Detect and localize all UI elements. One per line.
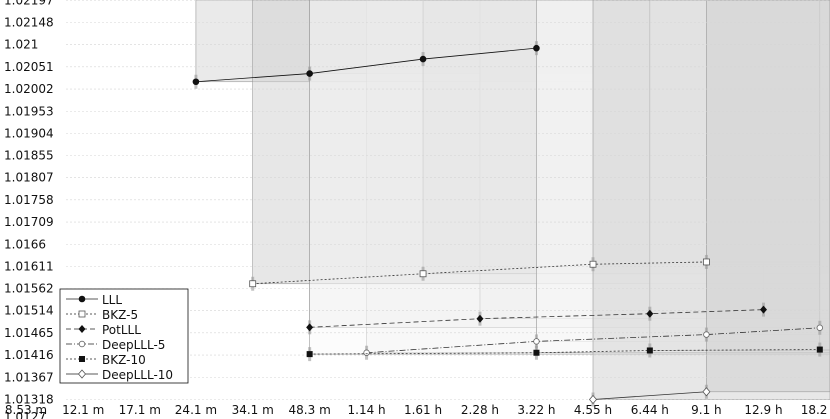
y-tick-label: 1.01807 (4, 171, 54, 185)
data-point (192, 78, 200, 86)
data-point (646, 347, 653, 354)
y-tick-label: 1.021 (4, 38, 38, 52)
series-line (309, 349, 820, 355)
x-tick-label: 1.14 h (348, 403, 386, 417)
x-tick-label: 17.1 m (119, 403, 161, 417)
data-point (816, 346, 823, 353)
legend-label: BKZ-5 (102, 308, 138, 322)
x-tick-label: 12.1 m (62, 403, 104, 417)
x-tick-label: 2.28 h (461, 403, 499, 417)
data-point (419, 55, 427, 63)
legend-label: DeepLLL-10 (102, 368, 173, 382)
data-point (533, 338, 540, 345)
y-tick-label: 1.01904 (4, 127, 54, 141)
data-point (306, 70, 313, 77)
legend-marker (77, 369, 87, 379)
series-line (252, 261, 707, 285)
y-tick-label: 1.02148 (4, 16, 54, 30)
dominated-region (706, 0, 830, 393)
legend-marker (78, 295, 86, 303)
x-tick-label: 9.1 h (691, 403, 722, 417)
y-tick-label: 1.01318 (4, 393, 54, 407)
x-tick-label: 24.1 m (175, 403, 217, 417)
legend-label: DeepLLL-5 (102, 338, 165, 352)
legend-label: LLL (102, 293, 122, 307)
y-tick-label-partial: 1.0127 (4, 410, 46, 419)
data-point (702, 387, 711, 397)
data-point (703, 258, 710, 266)
data-point (816, 324, 823, 331)
legend-marker (78, 340, 86, 348)
x-tick-label: 1.61 h (404, 403, 442, 417)
y-tick-labels: 1.01318 1.01367 1.01416 1.01465 1.01514 1.015… (4, 0, 54, 419)
y-tick-label: 1.01562 (4, 282, 54, 296)
x-tick-label: 3.22 h (517, 403, 555, 417)
x-tick-label: 34.1 m (232, 403, 274, 417)
x-tick-label: 18.2 h (801, 403, 830, 417)
legend-label: PotLLL (102, 323, 141, 337)
y-tick-label: 1.01709 (4, 215, 54, 229)
x-tick-labels: 8.53 m 12.1 m 17.1 m 24.1 m 34.1 m 48.3 m 1.14… (5, 403, 830, 417)
data-point (249, 280, 257, 288)
y-tick-label: 1.02197 (4, 0, 54, 8)
y-tick-label: 1.01953 (4, 104, 54, 118)
y-tick-label: 1.01758 (4, 193, 54, 207)
data-point (589, 260, 597, 268)
y-tick-label: 1.01416 (4, 348, 54, 362)
x-tick-label: 6.44 h (631, 403, 669, 417)
legend-marker (78, 325, 86, 333)
x-tick-label: 12.9 h (744, 403, 782, 417)
series-line (366, 327, 820, 354)
y-tick-label: 1.01367 (4, 370, 54, 384)
data-point (306, 351, 313, 358)
data-point (588, 394, 598, 405)
y-tick-label: 1.02002 (4, 82, 54, 96)
grid (66, 0, 830, 400)
data-point (419, 270, 427, 278)
x-tick-label: 4.55 h (574, 403, 612, 417)
legend-marker (78, 310, 86, 318)
legend-label: BKZ-10 (102, 353, 146, 367)
x-tick-label: 48.3 m (289, 403, 331, 417)
data-point (759, 305, 767, 314)
series-lines (192, 41, 823, 407)
y-tick-label: 1.0166 (4, 237, 46, 251)
y-tick-label: 1.01465 (4, 326, 54, 340)
data-point (533, 349, 540, 356)
y-tick-label: 1.01514 (4, 304, 54, 318)
data-point (476, 314, 484, 323)
series-line (195, 47, 537, 83)
data-point (363, 349, 370, 356)
x-tick-label: 8.53 m (5, 403, 47, 417)
legend-box (59, 288, 189, 384)
legend-marker (79, 356, 85, 362)
y-tick-label: 1.02051 (4, 60, 54, 74)
data-point (306, 323, 314, 332)
y-tick-label: 1.01855 (4, 149, 54, 163)
y-tick-label: 1.01611 (4, 260, 54, 274)
data-point (646, 309, 654, 318)
data-point (533, 44, 540, 52)
data-point (703, 331, 710, 338)
series-line (592, 391, 707, 400)
